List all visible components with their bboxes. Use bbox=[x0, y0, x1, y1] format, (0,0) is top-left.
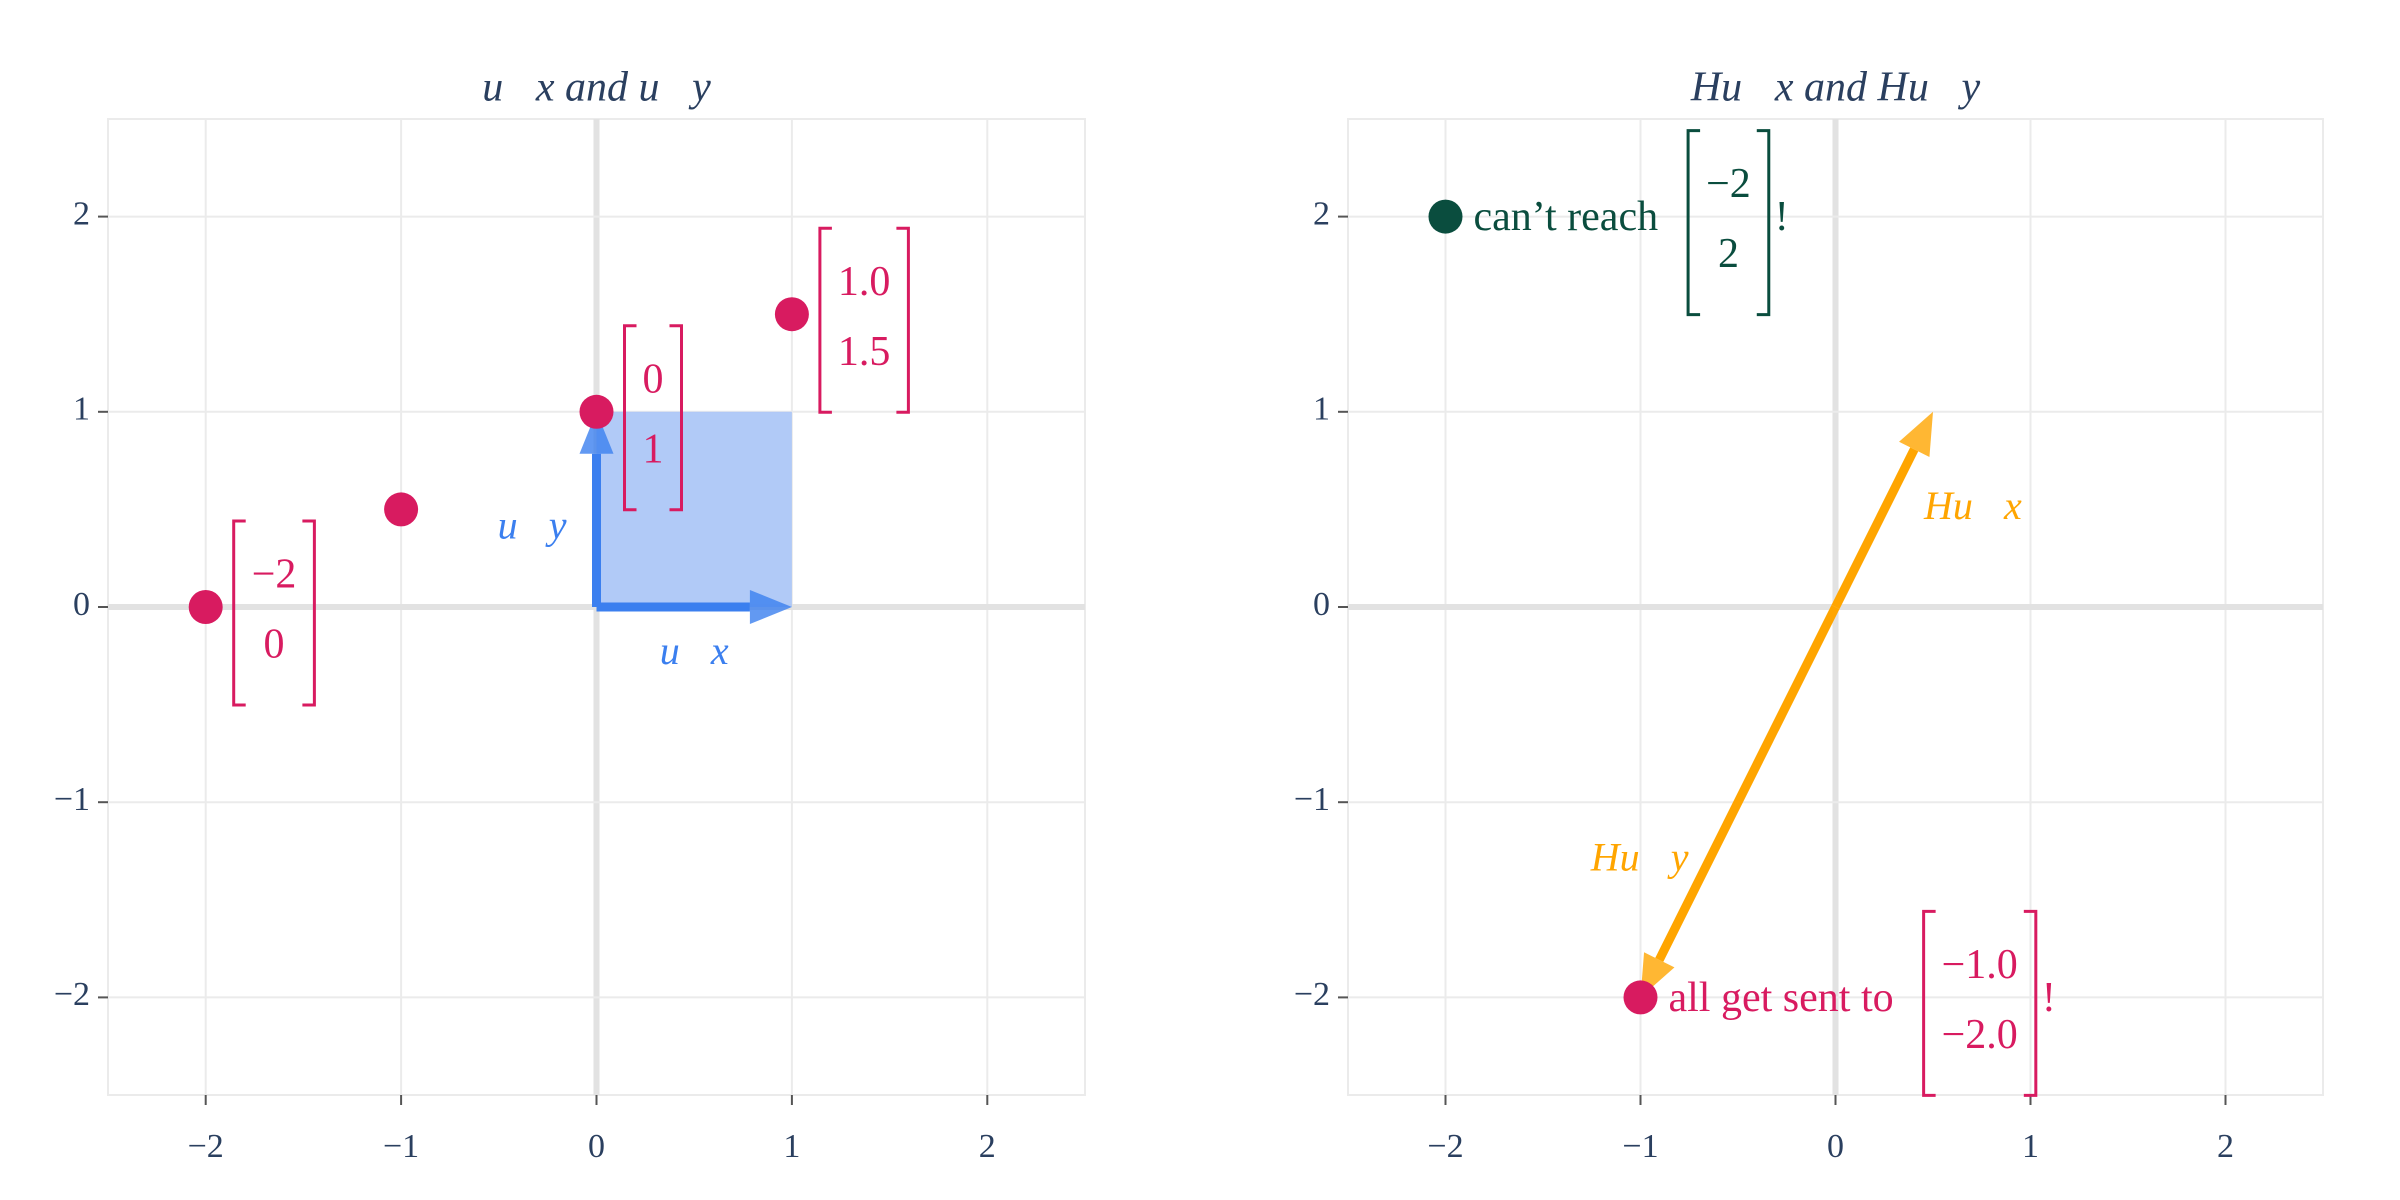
x-tick-label: −2 bbox=[1427, 1128, 1463, 1165]
y-tick-label: 0 bbox=[1313, 586, 1330, 623]
matrix-bracket bbox=[623, 324, 637, 512]
x-tick-label: −2 bbox=[188, 1128, 224, 1165]
matrix-entry: 0 bbox=[264, 622, 285, 668]
point-label: all get sent to bbox=[1669, 975, 1894, 1021]
y-tick-label: 2 bbox=[1313, 195, 1330, 232]
y-tick-label: −1 bbox=[1294, 781, 1330, 818]
point bbox=[579, 394, 614, 429]
y-tick-label: 2 bbox=[73, 195, 90, 232]
y-tick-label: −2 bbox=[54, 976, 90, 1013]
matrix-bracket bbox=[1922, 909, 1936, 1097]
vector-label: Hu⃗x bbox=[1923, 483, 2022, 528]
matrix-bracket bbox=[1756, 129, 1771, 317]
matrix-entry: 1.5 bbox=[838, 329, 891, 375]
x-tick-label: 1 bbox=[2022, 1128, 2039, 1165]
y-tick-label: −2 bbox=[1294, 976, 1330, 1013]
matrix-bracket bbox=[1686, 129, 1701, 317]
chart-title: u⃗x and u⃗y bbox=[482, 65, 711, 111]
x-tick-label: −1 bbox=[383, 1128, 419, 1165]
point bbox=[774, 297, 809, 332]
y-tick-label: 0 bbox=[73, 586, 90, 623]
matrix-entry: 2 bbox=[1718, 231, 1739, 277]
subplot: Hu⃗x and Hu⃗y −2 −1 0 1 2 −2 −1 0 1 2 Hu⃗x Hu⃗y can’t… bbox=[1294, 65, 2324, 1165]
matrix-bracket bbox=[818, 226, 832, 414]
x-tick-label: 1 bbox=[783, 1128, 800, 1165]
matrix-entry: −2.0 bbox=[1942, 1012, 2018, 1058]
point bbox=[1623, 980, 1658, 1015]
vector-head bbox=[579, 411, 614, 454]
vector-label: Hu⃗y bbox=[1590, 834, 1689, 879]
matrix-bracket bbox=[2023, 909, 2038, 1097]
y-tick-label: 1 bbox=[1313, 391, 1330, 428]
matrix-entry: −2 bbox=[252, 552, 297, 598]
matrix-bracket bbox=[302, 519, 316, 707]
chart-title: Hu⃗x and Hu⃗y bbox=[1690, 65, 1981, 111]
span-area bbox=[596, 411, 792, 607]
matrix-bracket bbox=[896, 226, 910, 414]
point bbox=[1428, 199, 1463, 234]
matrix-entry: 1.0 bbox=[838, 259, 891, 305]
vector bbox=[1831, 447, 1919, 610]
vector-label: u⃗y bbox=[498, 503, 567, 548]
matrix-bracket bbox=[669, 324, 683, 512]
vector bbox=[1655, 604, 1840, 962]
matrix-entry: −2 bbox=[1706, 161, 1751, 207]
matrix-bracket bbox=[232, 519, 246, 707]
x-tick-label: 2 bbox=[2217, 1128, 2234, 1165]
matrix-entry: 0 bbox=[643, 356, 664, 402]
point bbox=[384, 492, 419, 527]
vector-head bbox=[1899, 411, 1933, 457]
vector-label: u⃗x bbox=[660, 628, 729, 673]
matrix-entry: −1.0 bbox=[1942, 942, 2018, 988]
subplot: u⃗x and u⃗y −2 −1 0 1 2 −2 −1 0 1 2 u⃗x u⃗y −2 0 0 1 1.0 1… bbox=[54, 65, 1086, 1165]
x-tick-label: 2 bbox=[979, 1128, 996, 1165]
y-tick-label: −1 bbox=[54, 781, 90, 818]
x-tick-label: 0 bbox=[588, 1128, 605, 1165]
vector-head bbox=[749, 590, 792, 624]
point-suffix: ! bbox=[1775, 194, 1789, 240]
point-label: can’t reach bbox=[1474, 194, 1659, 240]
point bbox=[188, 590, 223, 624]
x-tick-label: −1 bbox=[1622, 1128, 1658, 1165]
matrix-entry: 1 bbox=[643, 426, 664, 472]
y-tick-label: 1 bbox=[73, 391, 90, 428]
point-suffix: ! bbox=[2042, 975, 2056, 1021]
x-tick-label: 0 bbox=[1827, 1128, 1844, 1165]
